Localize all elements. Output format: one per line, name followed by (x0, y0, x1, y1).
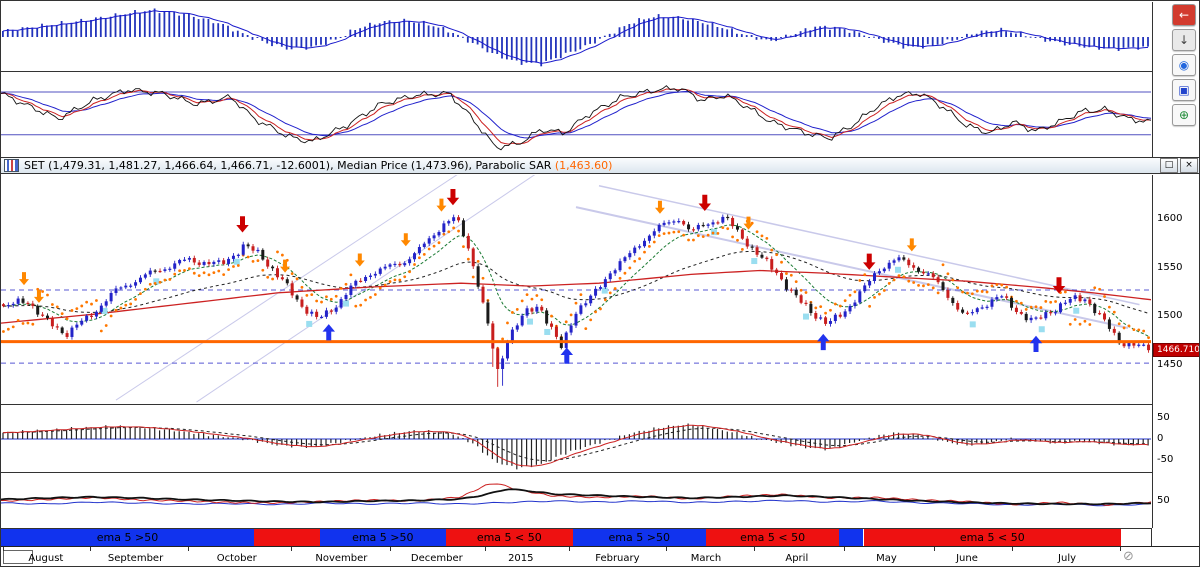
ribbon-segment (254, 529, 320, 546)
month-label: April (785, 553, 809, 564)
ribbon-segment: ema 5 < 50 (446, 529, 573, 546)
chart-title: SET (1,479.31, 1,481.27, 1,466.64, 1,466… (24, 159, 612, 172)
axis-tick (89, 547, 91, 551)
axis-tick (754, 547, 756, 551)
axis-tick (1011, 547, 1013, 551)
time-axis: ⊘ August September October November December… (1, 546, 1199, 566)
month-label: September (107, 553, 164, 564)
indicator-panel-macd[interactable] (1, 405, 1153, 473)
axis-tick (933, 547, 935, 551)
back-button[interactable]: ← (1172, 4, 1196, 26)
chart-icon (4, 159, 19, 172)
axis-value-label: 1450 (1157, 359, 1183, 370)
ribbon-label: ema 5 < 50 (740, 531, 806, 544)
indicator-panel-oscillator[interactable] (1, 72, 1153, 157)
month-label: 2015 (508, 553, 534, 564)
layout-button[interactable]: ▣ (1172, 79, 1196, 101)
ribbon-label: ema 5 < 50 (959, 531, 1025, 544)
scroll-down-button[interactable]: ↓ (1172, 29, 1196, 51)
ribbon-label: ema 5 >50 (96, 531, 159, 544)
last-price-tag: 1466.710 (1153, 343, 1199, 357)
ema-ribbon: ema 5 >50 ema 5 >50 ema 5 < 50 ema 5 >50 ema… (1, 528, 1152, 546)
month-label: July (1058, 553, 1077, 564)
maximize-button[interactable]: □ (1160, 158, 1178, 173)
ribbon-segment (839, 529, 864, 546)
globe-button[interactable]: ⊕ (1172, 104, 1196, 126)
axis-tick (1119, 547, 1121, 551)
axis-tick (3, 547, 5, 551)
month-label: February (595, 553, 640, 564)
ohlc-readout: SET (1,479.31, 1,481.27, 1,466.64, 1,466… (24, 159, 555, 172)
month-label: October (216, 553, 257, 564)
no-entry-icon: ⊘ (1123, 549, 1134, 564)
axis-tick (569, 547, 571, 551)
ribbon-segment: ema 5 < 50 (863, 529, 1122, 546)
axis-value-label: 0 (1157, 433, 1164, 444)
month-label: November (315, 553, 368, 564)
ribbon-segment: ema 5 >50 (1, 529, 254, 546)
month-label: December (410, 553, 463, 564)
axis-value-label: 50 (1157, 495, 1170, 506)
month-label: August (28, 553, 64, 564)
ribbon-label: ema 5 < 50 (476, 531, 542, 544)
axis-tick (485, 547, 487, 551)
axis-tick (389, 547, 391, 551)
month-label: June (956, 553, 978, 564)
close-button[interactable]: × (1180, 158, 1198, 173)
axis-scroll-box[interactable] (3, 550, 33, 564)
axis-value-label: 1550 (1157, 262, 1183, 273)
axis-tick (290, 547, 292, 551)
axis-value-label: 50 (1157, 412, 1170, 423)
side-toolbar: ← ↓ ◉ ▣ ⊕ (1171, 4, 1197, 126)
indicator-panel-slow-osc[interactable] (1, 473, 1153, 528)
ribbon-segment: ema 5 < 50 (705, 529, 840, 546)
month-label: March (690, 553, 722, 564)
axis-tick (188, 547, 190, 551)
indicator-panel-histogram[interactable] (1, 2, 1153, 72)
axis-tick (843, 547, 845, 551)
month-label: May (876, 553, 897, 564)
parabolic-sar-value: (1,463.60) (554, 159, 613, 172)
ribbon-segment: ema 5 >50 (572, 529, 706, 546)
ribbon-segment: ema 5 >50 (319, 529, 447, 546)
axis-value-label: 1600 (1157, 213, 1183, 224)
axis-value-label: 1500 (1157, 310, 1183, 321)
target-button[interactable]: ◉ (1172, 54, 1196, 76)
axis-tick (665, 547, 667, 551)
ribbon-label: ema 5 >50 (608, 531, 670, 544)
ribbon-label: ema 5 >50 (352, 531, 414, 544)
chart-title-bar[interactable]: SET (1,479.31, 1,481.27, 1,466.64, 1,466… (1, 157, 1199, 174)
axis-value-label: -50 (1157, 454, 1174, 465)
price-chart-panel[interactable] (1, 175, 1153, 405)
